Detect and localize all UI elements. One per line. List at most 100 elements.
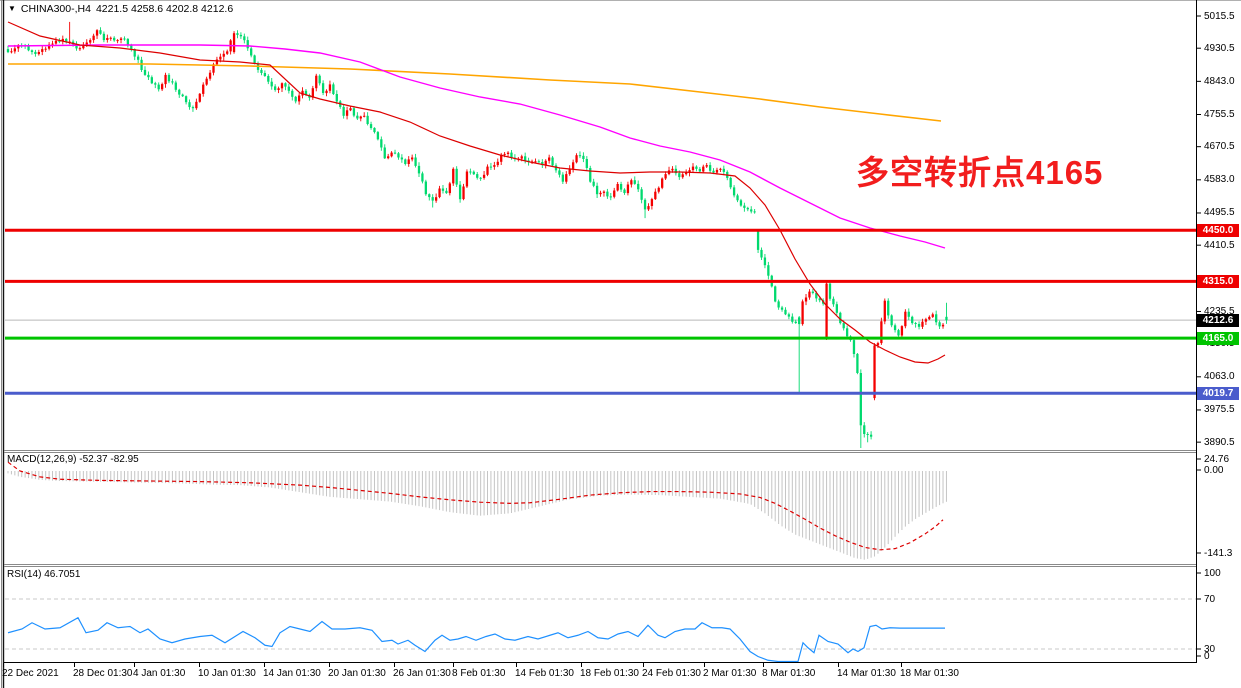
candle-body xyxy=(935,314,938,323)
candle-body xyxy=(448,183,451,194)
candle-body xyxy=(753,211,756,213)
candle-body xyxy=(746,207,749,210)
candle-body xyxy=(623,189,626,193)
time-tick-label[interactable]: 14 Feb 01:30 xyxy=(515,668,574,679)
candle-body xyxy=(61,38,64,41)
candle-body xyxy=(780,307,784,310)
candle-body xyxy=(441,188,445,191)
candle-body xyxy=(904,311,907,327)
indicator-tick-label: 0 xyxy=(1204,650,1210,662)
candle-body xyxy=(869,434,873,437)
candle-body xyxy=(664,174,667,179)
candle-body xyxy=(321,83,325,93)
candle-body xyxy=(363,115,366,117)
candle-body xyxy=(558,170,561,175)
candle-body xyxy=(393,152,397,154)
candle-body xyxy=(130,44,133,50)
candle-body xyxy=(845,328,849,337)
candle-body xyxy=(695,166,698,169)
candle-body xyxy=(171,81,174,83)
candle-body xyxy=(876,343,880,346)
candle-body xyxy=(345,110,349,116)
ma-mid-line xyxy=(7,44,946,249)
candle-body xyxy=(342,106,345,116)
time-tick-label[interactable]: 14 Jan 01:30 xyxy=(263,668,321,679)
candle-body xyxy=(424,181,427,195)
price-tick-label: 4755.5 xyxy=(1204,108,1235,120)
candle-body xyxy=(44,48,47,50)
candle-body xyxy=(890,315,893,326)
candle-body xyxy=(811,291,815,293)
candle-body xyxy=(619,184,623,190)
candle-body xyxy=(506,152,510,154)
candle-body xyxy=(763,257,767,266)
candle-body xyxy=(931,314,934,317)
candle-body xyxy=(157,84,160,90)
time-tick-label[interactable]: 8 Mar 01:30 xyxy=(762,668,816,679)
candle-body xyxy=(479,177,482,179)
candle-body xyxy=(208,72,212,79)
candle-body xyxy=(270,81,273,87)
time-tick-label[interactable]: 4 Jan 01:30 xyxy=(133,668,186,679)
candle-body xyxy=(232,33,236,53)
time-tick-label[interactable]: 14 Mar 01:30 xyxy=(837,668,896,679)
candle-body xyxy=(226,51,229,54)
annotation-text[interactable]: 多空转折点4165 xyxy=(856,154,1104,191)
candle-body xyxy=(534,161,537,163)
candle-body xyxy=(541,162,544,166)
time-tick-label[interactable]: 26 Jan 01:30 xyxy=(393,668,451,679)
candle-body xyxy=(544,160,547,165)
time-tick-label[interactable]: 22 Dec 2021 xyxy=(2,668,59,679)
candle-body xyxy=(373,127,376,133)
candle-body xyxy=(859,373,862,426)
time-tick-label[interactable]: 28 Dec 01:30 xyxy=(73,668,133,679)
time-tick-label[interactable]: 18 Mar 01:30 xyxy=(900,668,959,679)
candle-body xyxy=(510,152,513,158)
time-tick-label[interactable]: 2 Mar 01:30 xyxy=(703,668,757,679)
candle-body xyxy=(866,434,869,435)
candle-body xyxy=(863,425,866,434)
price-tick-label: 4063.0 xyxy=(1204,371,1235,383)
candle-body xyxy=(798,317,801,325)
price-tick-label: 4235.5 xyxy=(1204,305,1235,317)
candle-body xyxy=(263,73,267,76)
candle-body xyxy=(928,316,931,320)
candle-body xyxy=(897,330,900,336)
candle-body xyxy=(458,184,462,200)
time-tick-label[interactable]: 10 Jan 01:30 xyxy=(198,668,256,679)
candle-body xyxy=(729,177,732,188)
candle-body xyxy=(277,88,280,90)
candle-body xyxy=(804,297,808,302)
candle-body xyxy=(637,183,640,190)
candle-body xyxy=(500,154,503,162)
candle-body xyxy=(359,116,362,119)
candle-body xyxy=(366,115,369,124)
time-tick-label[interactable]: 24 Feb 01:30 xyxy=(642,668,701,679)
candle-body xyxy=(493,165,496,167)
candle-body xyxy=(400,157,404,160)
time-tick-label[interactable]: 18 Feb 01:30 xyxy=(580,668,639,679)
candle-body xyxy=(219,56,222,60)
candle-body xyxy=(914,323,917,324)
candle-body xyxy=(482,174,486,178)
candle-body xyxy=(575,155,578,163)
candle-body xyxy=(835,304,838,313)
rsi-line xyxy=(7,616,945,662)
candle-body xyxy=(205,78,208,85)
indicator-tick-label: 0.00 xyxy=(1204,464,1224,476)
candle-body xyxy=(202,84,205,94)
candle-body xyxy=(565,174,568,182)
candle-body xyxy=(428,194,431,198)
candle-body xyxy=(589,168,592,182)
candle-body xyxy=(287,86,290,91)
candle-body xyxy=(883,300,886,322)
candle-body xyxy=(633,180,636,184)
candle-body xyxy=(352,108,356,116)
candle-body xyxy=(116,40,119,42)
candle-body xyxy=(640,189,643,200)
time-tick-label[interactable]: 20 Jan 01:30 xyxy=(328,668,386,679)
candle-body xyxy=(243,36,246,41)
candle-body xyxy=(191,107,195,109)
time-tick-label[interactable]: 8 Feb 01:30 xyxy=(452,668,506,679)
